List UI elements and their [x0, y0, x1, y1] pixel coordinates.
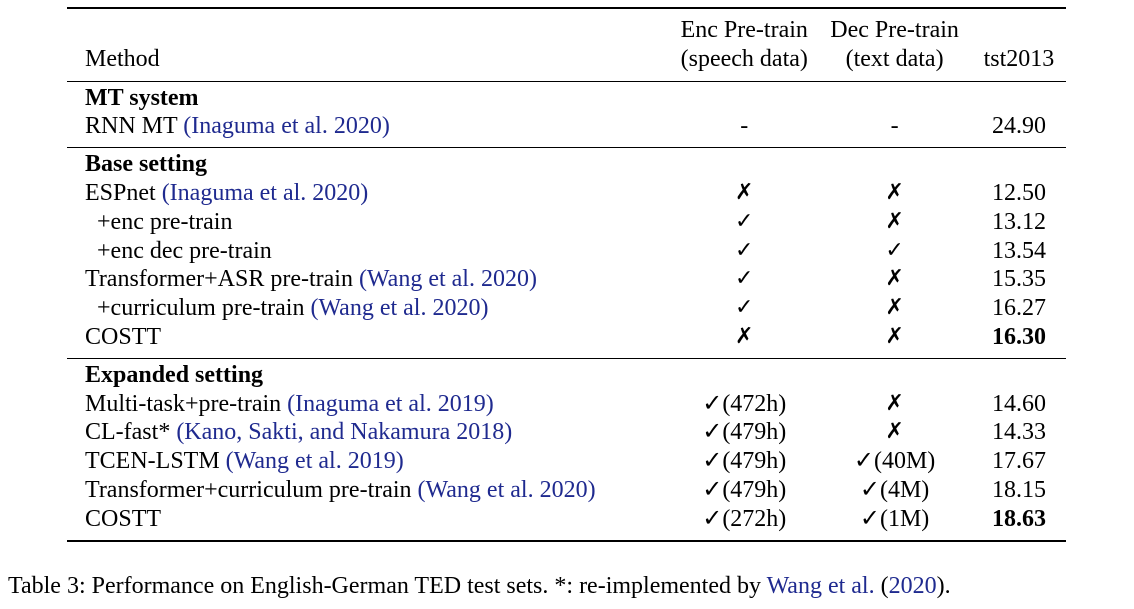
method-cell: Multi-task+pre-train (Inaguma et al. 201…	[85, 390, 494, 417]
table-row: Transformer+curriculum pre-train (Wang e…	[67, 476, 1066, 505]
score-cell: 24.90	[991, 113, 1046, 140]
method-cell: +enc pre-train	[97, 208, 233, 235]
table-row: Transformer+ASR pre-train (Wang et al. 2…	[67, 265, 1066, 294]
section-title: Base setting	[67, 147, 1066, 179]
cross-mark-icon: ✗	[885, 266, 904, 292]
best-score-cell: 16.30	[991, 323, 1046, 350]
cross-mark-icon: ✗	[735, 323, 754, 349]
enc-cell: ✓(472h)	[702, 390, 787, 417]
check-mark-icon: ✓	[735, 208, 754, 234]
check-mark-icon: ✓	[885, 237, 904, 263]
citation-link[interactable]: (Wang et al. 2019)	[225, 448, 404, 475]
cross-mark-icon: ✗	[885, 323, 904, 349]
table-row: RNN MT (Inaguma et al. 2020) - - 24.90	[67, 112, 1066, 147]
section-mt-system: MT system RNN MT (Inaguma et al. 2020) -…	[67, 80, 1066, 148]
score-cell: 18.15	[991, 476, 1046, 503]
cross-mark-icon: ✗	[735, 179, 754, 205]
citation-link[interactable]: (Inaguma et al. 2020)	[161, 179, 369, 206]
method-cell: +curriculum pre-train (Wang et al. 2020)	[97, 295, 489, 322]
table-row: +enc dec pre-train ✓ ✓ 13.54	[67, 237, 1066, 266]
table-row: TCEN-LSTM (Wang et al. 2019) ✓(479h) ✓(4…	[67, 447, 1066, 476]
results-table: Method Enc Pre-train (speech data) Dec P…	[67, 7, 1066, 542]
table-row: COSTT ✗ ✗ 16.30	[67, 323, 1066, 358]
table-row: Multi-task+pre-train (Inaguma et al. 201…	[67, 390, 1066, 419]
score-cell: 12.50	[991, 179, 1046, 206]
header-row: Method Enc Pre-train (speech data) Dec P…	[67, 8, 1066, 81]
enc-cell: ✓(479h)	[702, 448, 787, 475]
cross-mark-icon: ✗	[885, 419, 904, 445]
best-score-cell: 18.63	[971, 504, 1066, 542]
method-cell: Transformer+ASR pre-train (Wang et al. 2…	[85, 266, 537, 293]
cross-mark-icon: ✗	[885, 179, 904, 205]
section-title: Expanded setting	[67, 357, 1066, 390]
check-mark-icon: ✓	[735, 266, 754, 292]
caption-citation-year[interactable]: 2020	[888, 573, 937, 599]
table-row: +curriculum pre-train (Wang et al. 2020)…	[67, 294, 1066, 323]
dec-cell: ✓(1M)	[817, 504, 972, 542]
citation-link[interactable]: (Inaguma et al. 2020)	[183, 113, 390, 140]
score-cell: 17.67	[991, 448, 1046, 475]
dec-cell: ✓(40M)	[853, 448, 936, 475]
method-cell: ESPnet (Inaguma et al. 2020)	[85, 179, 369, 206]
citation-link[interactable]: (Inaguma et al. 2019)	[287, 390, 494, 417]
section-base-setting: Base setting ESPnet (Inaguma et al. 2020…	[67, 147, 1066, 359]
score-cell: 15.35	[991, 266, 1046, 293]
cross-mark-icon: ✗	[885, 390, 904, 416]
section-expanded-setting: Expanded setting Multi-task+pre-train (I…	[67, 357, 1066, 542]
table-row: CL-fast* (Kano, Sakti, and Nakamura 2018…	[67, 418, 1066, 447]
enc-cell: ✓(479h)	[702, 476, 787, 503]
score-cell: 13.54	[991, 237, 1046, 264]
section-title-row: Expanded setting	[67, 357, 1066, 390]
method-cell: RNN MT (Inaguma et al. 2020)	[85, 113, 390, 140]
method-cell: COSTT	[67, 504, 672, 542]
check-mark-icon: ✓	[735, 295, 754, 321]
enc-cell: ✓(479h)	[702, 419, 787, 446]
section-title-row: MT system	[67, 80, 1066, 113]
header-enc-pretrain: Enc Pre-train (speech data)	[680, 17, 808, 72]
cross-mark-icon: ✗	[885, 208, 904, 234]
enc-cell: -	[740, 113, 749, 140]
check-mark-icon: ✓	[735, 237, 754, 263]
dec-cell: ✓(4M)	[859, 476, 930, 503]
dec-cell: -	[890, 113, 899, 140]
citation-link[interactable]: (Kano, Sakti, and Nakamura 2018)	[176, 419, 513, 446]
citation-link[interactable]: (Wang et al. 2020)	[358, 266, 537, 293]
cross-mark-icon: ✗	[885, 295, 904, 321]
enc-cell: ✓(272h)	[671, 504, 818, 542]
caption-citation-author[interactable]: Wang et al.	[766, 573, 875, 599]
method-cell: COSTT	[85, 323, 162, 350]
citation-link[interactable]: (Wang et al. 2020)	[310, 295, 489, 322]
method-cell: CL-fast* (Kano, Sakti, and Nakamura 2018…	[85, 419, 513, 446]
table-row: ESPnet (Inaguma et al. 2020) ✗ ✗ 12.50	[67, 179, 1066, 208]
citation-link[interactable]: (Wang et al. 2020)	[417, 476, 596, 503]
score-cell: 16.27	[991, 295, 1046, 322]
method-cell: +enc dec pre-train	[97, 237, 272, 264]
method-cell: Transformer+curriculum pre-train (Wang e…	[85, 476, 596, 503]
score-cell: 14.33	[991, 419, 1046, 446]
score-cell: 13.12	[991, 208, 1046, 235]
header-dec-pretrain: Dec Pre-train (text data)	[830, 17, 959, 72]
header-method: Method	[85, 45, 160, 72]
section-title-row: Base setting	[67, 147, 1066, 179]
score-cell: 14.60	[991, 390, 1046, 417]
results-table-container: Method Enc Pre-train (speech data) Dec P…	[67, 7, 1066, 542]
table-row: +enc pre-train ✓ ✗ 13.12	[67, 208, 1066, 237]
method-cell: TCEN-LSTM (Wang et al. 2019)	[85, 448, 404, 475]
table-row: COSTT ✓(272h) ✓(1M) 18.63	[67, 504, 1066, 542]
table-caption: Table 3: Performance on English-German T…	[8, 573, 951, 599]
section-title: MT system	[67, 80, 1066, 113]
header-tst2013: tst2013	[983, 45, 1055, 72]
